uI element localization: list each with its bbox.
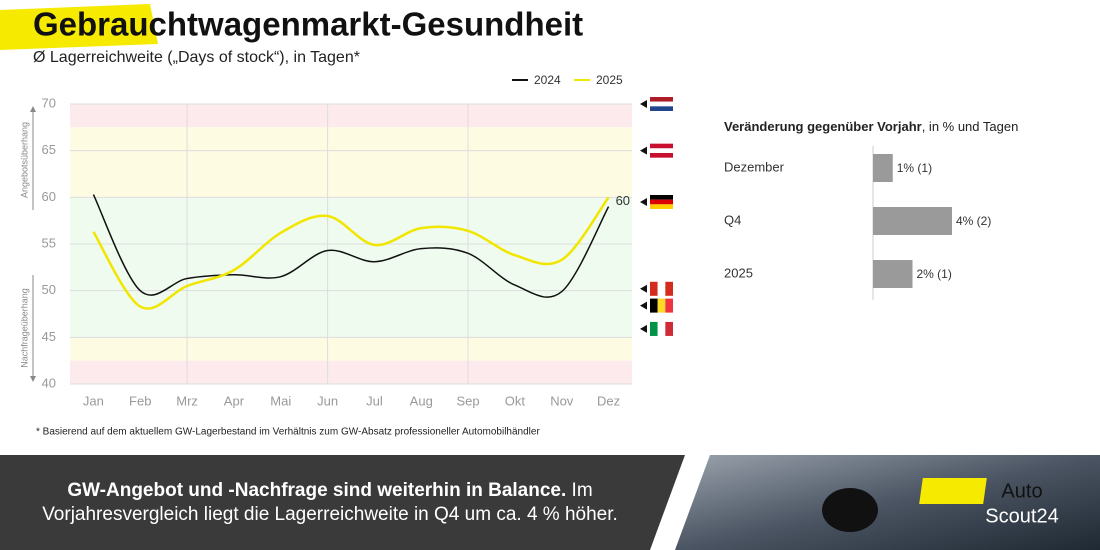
y-tick-label: 55 <box>42 235 56 250</box>
flag-stripe <box>665 298 673 313</box>
flag-stripe <box>650 153 673 158</box>
flag <box>650 97 673 111</box>
band <box>70 104 632 128</box>
bar <box>873 154 893 182</box>
flag-stripe <box>650 195 673 200</box>
y-tick-label: 45 <box>42 329 56 344</box>
flag-stripe <box>665 321 673 336</box>
bar-category: 2025 <box>724 265 753 280</box>
bar-value-label: 4% (2) <box>956 214 991 228</box>
x-tick-label: Okt <box>505 393 526 408</box>
flag <box>650 298 673 313</box>
banner-normal: Im Vorjahresvergleich liegt die Lagerrei… <box>42 479 618 525</box>
flag <box>650 195 673 209</box>
flag <box>650 281 673 296</box>
x-tick-label: Apr <box>224 393 245 408</box>
banner: GW-Angebot und -Nachfrage sind weiterhin… <box>0 455 680 550</box>
subtitle: Ø Lagerreichweite („Days of stock“), in … <box>33 49 360 66</box>
flag-stripe <box>650 143 673 149</box>
banner-bg <box>0 455 685 550</box>
x-tick-label: Jan <box>83 393 104 408</box>
legend-label: 2024 <box>534 73 561 87</box>
band <box>70 127 632 198</box>
x-tick-label: Sep <box>457 393 480 408</box>
flag-stripe <box>657 321 666 336</box>
bar <box>873 207 952 235</box>
logo-line1: Auto <box>1001 480 1042 502</box>
value-label: 60 <box>616 193 630 208</box>
mirror <box>822 488 878 532</box>
banner-text: GW-Angebot und -Nachfrage sind weiterhin… <box>20 479 640 527</box>
flag-stripe <box>650 106 673 111</box>
y-label-lower: Nachfrageüberhang <box>19 288 29 368</box>
series-line <box>92 194 610 298</box>
flag-stripe <box>650 199 673 205</box>
x-tick-label: Nov <box>550 393 574 408</box>
bar-chart-title-suffix: , in % und Tagen <box>922 119 1019 134</box>
upper-arrow-head <box>30 106 36 112</box>
bar-chart-title: Veränderung gegenüber Vorjahr, in % und … <box>724 119 1018 134</box>
band <box>70 360 632 384</box>
x-tick-label: Dez <box>597 393 620 408</box>
flag <box>650 143 673 158</box>
bar-value-label: 1% (1) <box>897 161 932 175</box>
lower-arrow-head <box>30 376 36 382</box>
y-label-upper: Angebotsüberhang <box>19 122 29 198</box>
flag <box>650 321 673 336</box>
x-tick-label: Mai <box>270 393 291 408</box>
bar-category: Dezember <box>724 159 785 174</box>
flag-stripe <box>665 281 673 296</box>
bar-chart-title-main: Veränderung gegenüber Vorjahr <box>724 119 922 134</box>
band <box>70 337 632 361</box>
flag-stripe <box>650 321 658 336</box>
legend-label: 2025 <box>596 73 623 87</box>
photo <box>675 455 1100 550</box>
bar <box>873 260 913 288</box>
flag-stripe <box>650 204 673 209</box>
x-tick-label: Mrz <box>176 393 198 408</box>
flag-stripe <box>650 298 658 313</box>
title-highlight <box>0 4 158 50</box>
flag-stripe <box>650 281 658 296</box>
flag-stripe <box>650 148 673 153</box>
flag-stripe <box>650 101 673 107</box>
flag-stripe <box>657 298 666 313</box>
marker-arrow <box>640 100 647 108</box>
y-tick-label: 70 <box>42 95 56 110</box>
marker-arrow <box>640 324 647 333</box>
x-tick-label: Aug <box>410 393 433 408</box>
x-tick-label: Jun <box>317 393 338 408</box>
marker-arrow <box>640 146 647 155</box>
y-tick-label: 50 <box>42 282 56 297</box>
marker-arrow <box>640 198 647 206</box>
y-tick-label: 65 <box>42 142 56 157</box>
marker-arrow <box>640 301 647 310</box>
bar-value-label: 2% (1) <box>917 267 952 281</box>
title: Gebrauchtwagenmarkt-Gesundheit <box>33 6 583 43</box>
y-tick-label: 60 <box>42 189 56 204</box>
x-tick-label: Jul <box>366 393 383 408</box>
flag-stripe <box>657 281 666 296</box>
footnote: * Basierend auf dem aktuellem GW-Lagerbe… <box>36 427 540 438</box>
x-tick-label: Feb <box>129 393 151 408</box>
banner-bold: GW-Angebot und -Nachfrage sind weiterhin… <box>67 479 567 501</box>
logo-line2: Scout24 <box>985 505 1058 527</box>
series-line <box>92 196 610 310</box>
y-tick-label: 40 <box>42 375 56 390</box>
band <box>70 197 632 338</box>
flag-stripe <box>650 97 673 102</box>
logo-bg <box>919 478 987 504</box>
bar-category: Q4 <box>724 212 741 227</box>
marker-arrow <box>640 284 647 293</box>
